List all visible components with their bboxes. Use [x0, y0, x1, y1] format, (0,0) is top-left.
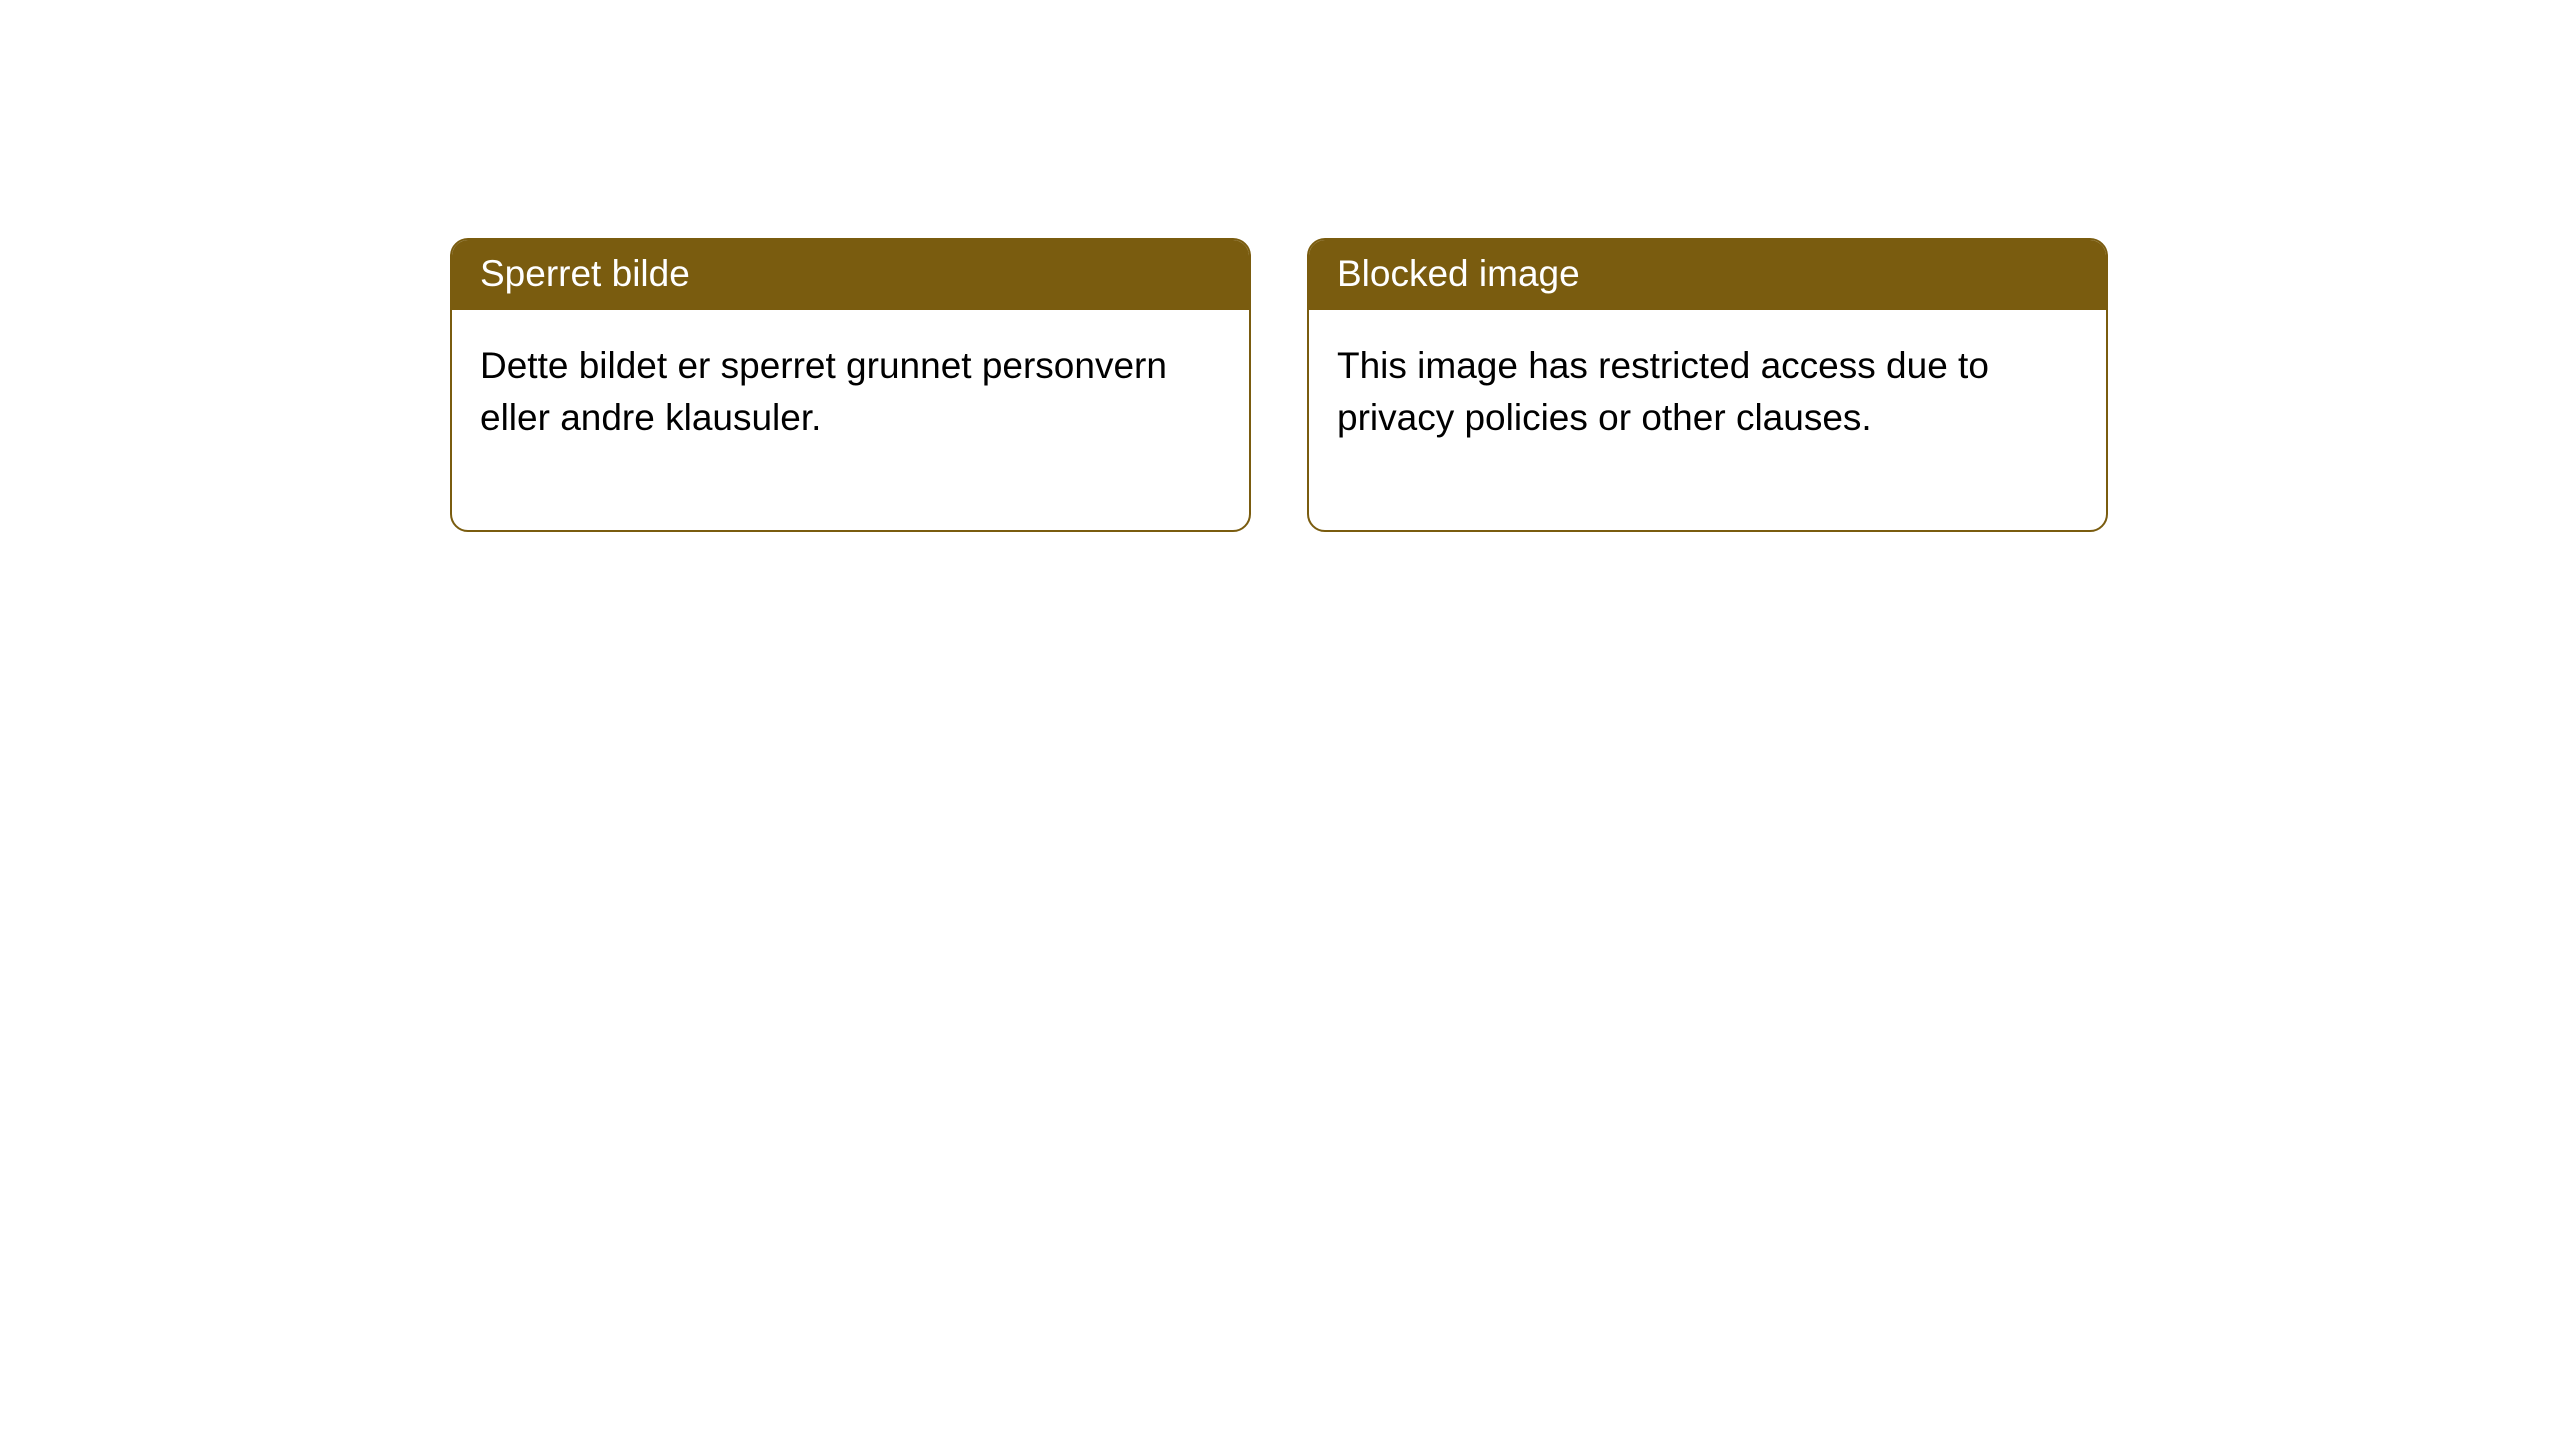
notice-container: Sperret bilde Dette bildet er sperret gr…: [0, 0, 2560, 532]
card-header: Blocked image: [1309, 240, 2106, 310]
notice-card-english: Blocked image This image has restricted …: [1307, 238, 2108, 532]
notice-card-norwegian: Sperret bilde Dette bildet er sperret gr…: [450, 238, 1251, 532]
card-body: Dette bildet er sperret grunnet personve…: [452, 310, 1249, 530]
card-body: This image has restricted access due to …: [1309, 310, 2106, 530]
card-header: Sperret bilde: [452, 240, 1249, 310]
